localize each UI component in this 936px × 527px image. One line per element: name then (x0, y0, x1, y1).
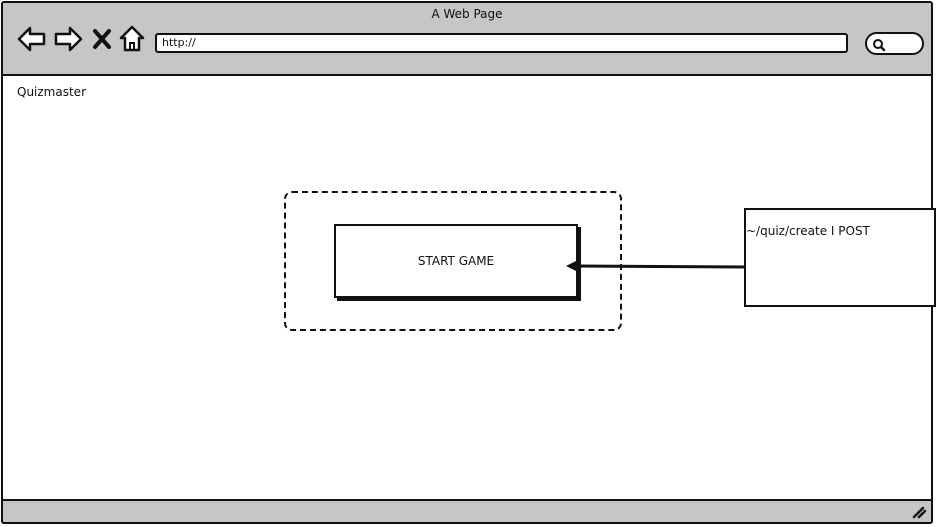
route-annotation-text: ~/quiz/create I POST (746, 224, 870, 238)
start-game-button-label: START GAME (417, 254, 495, 268)
close-icon[interactable] (91, 23, 113, 55)
address-bar[interactable]: http:// (155, 33, 848, 53)
status-bar (1, 499, 933, 524)
resize-grip-icon[interactable] (911, 505, 927, 519)
app-name: Quizmaster (17, 85, 86, 99)
search-field[interactable] (865, 32, 924, 55)
start-button-container (284, 191, 622, 331)
home-icon[interactable] (119, 23, 145, 55)
search-icon (873, 39, 886, 52)
route-annotation: ~/quiz/create I POST (744, 208, 936, 307)
forward-arrow-icon[interactable] (53, 23, 83, 55)
start-game-button[interactable]: START GAME (334, 224, 578, 298)
window-title: A Web Page (431, 7, 503, 21)
back-arrow-icon[interactable] (17, 23, 47, 55)
browser-titlebar: A Web Page http:// (3, 3, 931, 76)
